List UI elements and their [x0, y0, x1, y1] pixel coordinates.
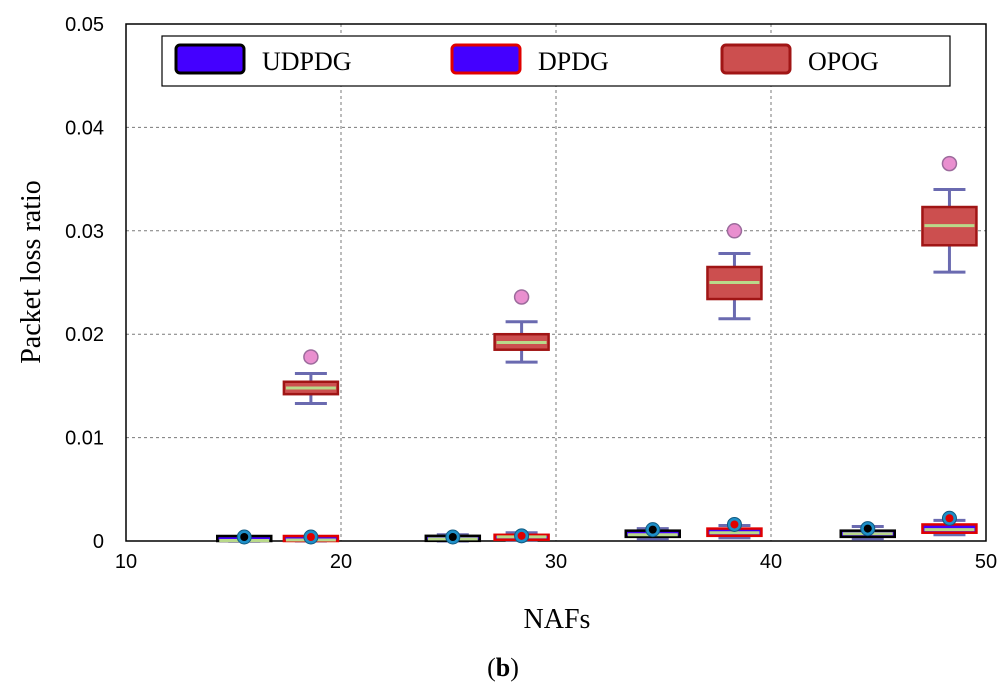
- x-axis-ticks: 10 20 30 40 50: [115, 551, 997, 573]
- outlier-center: [863, 524, 872, 533]
- box-plot-opog: [706, 223, 763, 321]
- outlier-center: [730, 520, 739, 529]
- outlier-center: [517, 531, 526, 540]
- box-plot-opog: [282, 349, 340, 405]
- box-plot-udpdg: [839, 521, 896, 541]
- outlier-center: [240, 533, 249, 541]
- x-axis-title: NAFs: [524, 604, 591, 635]
- x-tick-label: 40: [760, 551, 782, 573]
- y-axis-ticks: 0 0.01 0.02 0.03 0.04 0.05: [65, 14, 104, 553]
- box-plot-dpdg: [493, 528, 550, 544]
- y-tick-label: 0.05: [65, 14, 104, 36]
- y-tick-label: 0.02: [65, 324, 104, 346]
- outlier-point: [941, 155, 958, 172]
- figure-caption: (b): [487, 653, 519, 682]
- caption-close: ): [510, 653, 519, 682]
- plot-area: [125, 23, 987, 542]
- y-axis-title: Packet loss ratio: [16, 180, 47, 364]
- outlier-center: [448, 533, 457, 541]
- legend-swatch-udpdg: [174, 43, 246, 75]
- outlier-point: [513, 289, 530, 305]
- legend-swatch-opog: [720, 43, 792, 75]
- caption-letter: b: [496, 653, 510, 682]
- box-plot-udpdg: [424, 529, 482, 545]
- box-plot-udpdg: [216, 529, 273, 545]
- box-plot-opog: [921, 155, 978, 274]
- x-tick-label: 50: [975, 551, 997, 573]
- y-tick-label: 0: [93, 531, 104, 553]
- y-tick-label: 0.04: [65, 117, 104, 139]
- y-tick-label: 0.01: [65, 428, 104, 450]
- outlier-point: [726, 223, 743, 239]
- x-tick-label: 30: [545, 551, 567, 573]
- outlier-center: [945, 514, 954, 523]
- legend-frame: [161, 35, 951, 87]
- outlier-point: [303, 349, 319, 365]
- box-plot-opog: [493, 289, 550, 364]
- legend-swatch-dpdg: [450, 43, 522, 75]
- box-plots: [216, 155, 978, 545]
- x-tick-label: 20: [330, 551, 352, 573]
- box-plot-dpdg: [921, 510, 978, 537]
- x-tick-label: 10: [115, 551, 137, 573]
- box-plot-dpdg: [282, 529, 340, 545]
- outlier-center: [648, 525, 657, 534]
- legend: UDPDG DPDG OPOG: [161, 35, 951, 87]
- legend-label-opog: OPOG: [808, 47, 879, 76]
- box-plot-udpdg: [624, 522, 681, 541]
- y-tick-label: 0.03: [65, 221, 104, 243]
- legend-label-udpdg: UDPDG: [262, 47, 352, 76]
- box-plot-dpdg: [706, 516, 763, 540]
- outlier-center: [306, 533, 315, 541]
- grid: [126, 24, 986, 541]
- legend-label-dpdg: DPDG: [538, 47, 609, 76]
- caption-open: (: [487, 653, 496, 682]
